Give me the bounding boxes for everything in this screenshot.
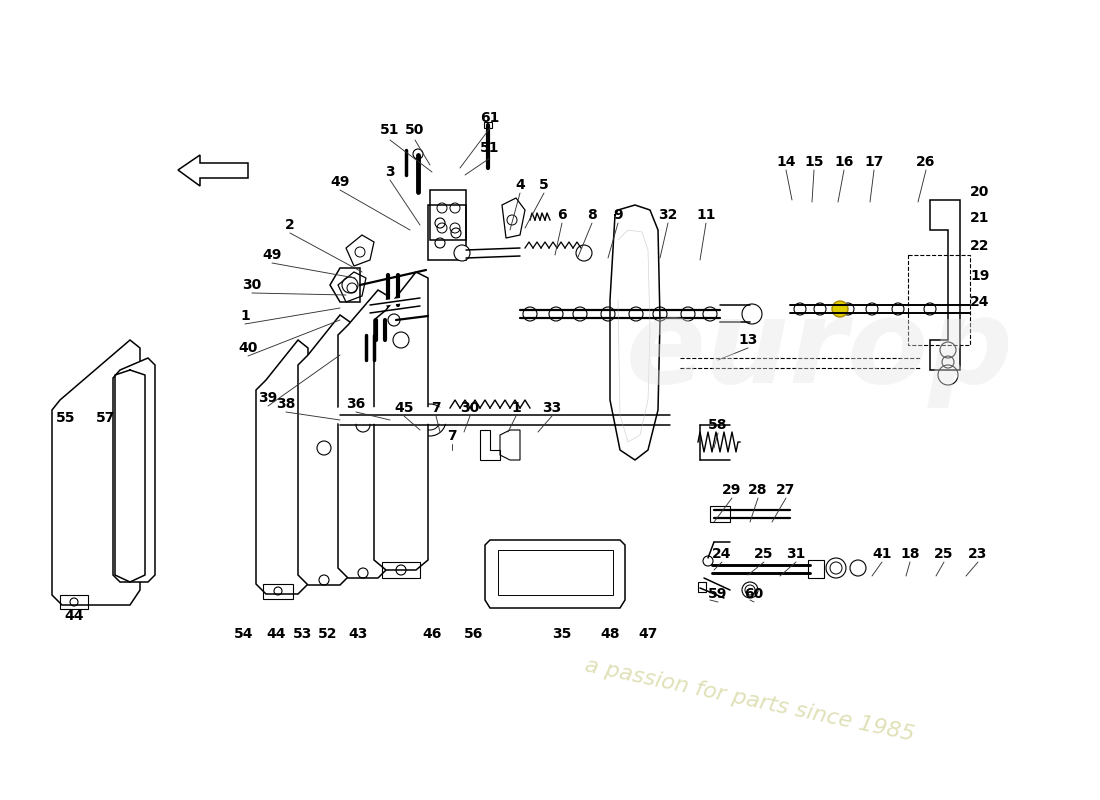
Text: 24: 24: [970, 295, 990, 309]
Text: 1: 1: [512, 401, 521, 415]
Circle shape: [364, 402, 400, 438]
Text: 52: 52: [318, 627, 338, 641]
Bar: [263, 584, 293, 599]
Text: 22: 22: [970, 239, 990, 253]
Bar: [710, 506, 730, 522]
Text: 29: 29: [723, 483, 741, 497]
Bar: [382, 562, 420, 578]
Text: 17: 17: [865, 155, 883, 169]
Text: 44: 44: [266, 627, 286, 641]
Circle shape: [832, 301, 848, 317]
Text: 14: 14: [777, 155, 795, 169]
Text: 43: 43: [349, 627, 367, 641]
Bar: [698, 582, 706, 592]
Bar: [430, 190, 466, 240]
Text: 1: 1: [240, 309, 250, 323]
Text: 48: 48: [601, 627, 619, 641]
Text: 20: 20: [970, 185, 990, 199]
Bar: [908, 255, 970, 345]
Text: 33: 33: [542, 401, 562, 415]
Text: 4: 4: [515, 178, 525, 192]
Text: 18: 18: [900, 547, 920, 561]
Text: 58: 58: [708, 418, 728, 432]
Text: 56: 56: [464, 627, 484, 641]
Text: 28: 28: [748, 483, 768, 497]
Text: 45: 45: [394, 401, 414, 415]
Text: 7: 7: [448, 429, 456, 443]
Text: 51: 51: [481, 141, 499, 155]
Text: 21: 21: [970, 211, 990, 225]
Polygon shape: [338, 290, 388, 578]
Text: 51: 51: [381, 123, 399, 137]
Circle shape: [414, 404, 446, 436]
Polygon shape: [256, 340, 308, 594]
Text: 25: 25: [934, 547, 954, 561]
Text: 55: 55: [56, 411, 76, 425]
Text: 46: 46: [422, 627, 442, 641]
Polygon shape: [113, 358, 155, 582]
Text: 19: 19: [970, 269, 990, 283]
Polygon shape: [374, 272, 428, 570]
Text: 8: 8: [587, 208, 597, 222]
Text: 38: 38: [276, 397, 296, 411]
Text: 27: 27: [777, 483, 795, 497]
Text: 6: 6: [558, 208, 566, 222]
Text: 30: 30: [242, 278, 262, 292]
Text: 49: 49: [330, 175, 350, 189]
Text: 9: 9: [613, 208, 623, 222]
Text: 32: 32: [658, 208, 678, 222]
Text: 44: 44: [64, 609, 84, 623]
Text: 5: 5: [539, 178, 549, 192]
Text: a passion for parts since 1985: a passion for parts since 1985: [583, 655, 916, 745]
Text: 41: 41: [872, 547, 892, 561]
Text: 53: 53: [294, 627, 312, 641]
Text: 36: 36: [346, 397, 365, 411]
Text: 16: 16: [834, 155, 854, 169]
Bar: [808, 560, 824, 578]
Text: 50: 50: [405, 123, 425, 137]
Text: europ: europ: [626, 293, 1014, 407]
Text: 11: 11: [696, 208, 716, 222]
Polygon shape: [298, 315, 350, 585]
Text: 39: 39: [258, 391, 277, 405]
Text: 54: 54: [234, 627, 254, 641]
Circle shape: [388, 314, 400, 326]
Text: 2: 2: [285, 218, 295, 232]
Text: 61: 61: [481, 111, 499, 125]
Text: 15: 15: [804, 155, 824, 169]
Text: 13: 13: [738, 333, 758, 347]
Text: 26: 26: [916, 155, 936, 169]
Text: 24: 24: [713, 547, 732, 561]
Text: 35: 35: [552, 627, 572, 641]
Bar: [498, 550, 613, 595]
Text: 57: 57: [97, 411, 116, 425]
Text: 23: 23: [968, 547, 988, 561]
Text: 49: 49: [262, 248, 282, 262]
Bar: [484, 122, 492, 128]
Bar: [428, 205, 466, 260]
Text: 40: 40: [239, 341, 257, 355]
Text: 30: 30: [461, 401, 480, 415]
Text: 7: 7: [431, 401, 441, 415]
Text: 60: 60: [745, 587, 763, 601]
Text: 25: 25: [755, 547, 773, 561]
Text: 47: 47: [638, 627, 658, 641]
Text: 3: 3: [385, 165, 395, 179]
Circle shape: [454, 245, 470, 261]
Text: 59: 59: [708, 587, 728, 601]
Circle shape: [322, 402, 358, 438]
Polygon shape: [52, 340, 140, 605]
Text: 31: 31: [786, 547, 805, 561]
Bar: [60, 595, 88, 609]
